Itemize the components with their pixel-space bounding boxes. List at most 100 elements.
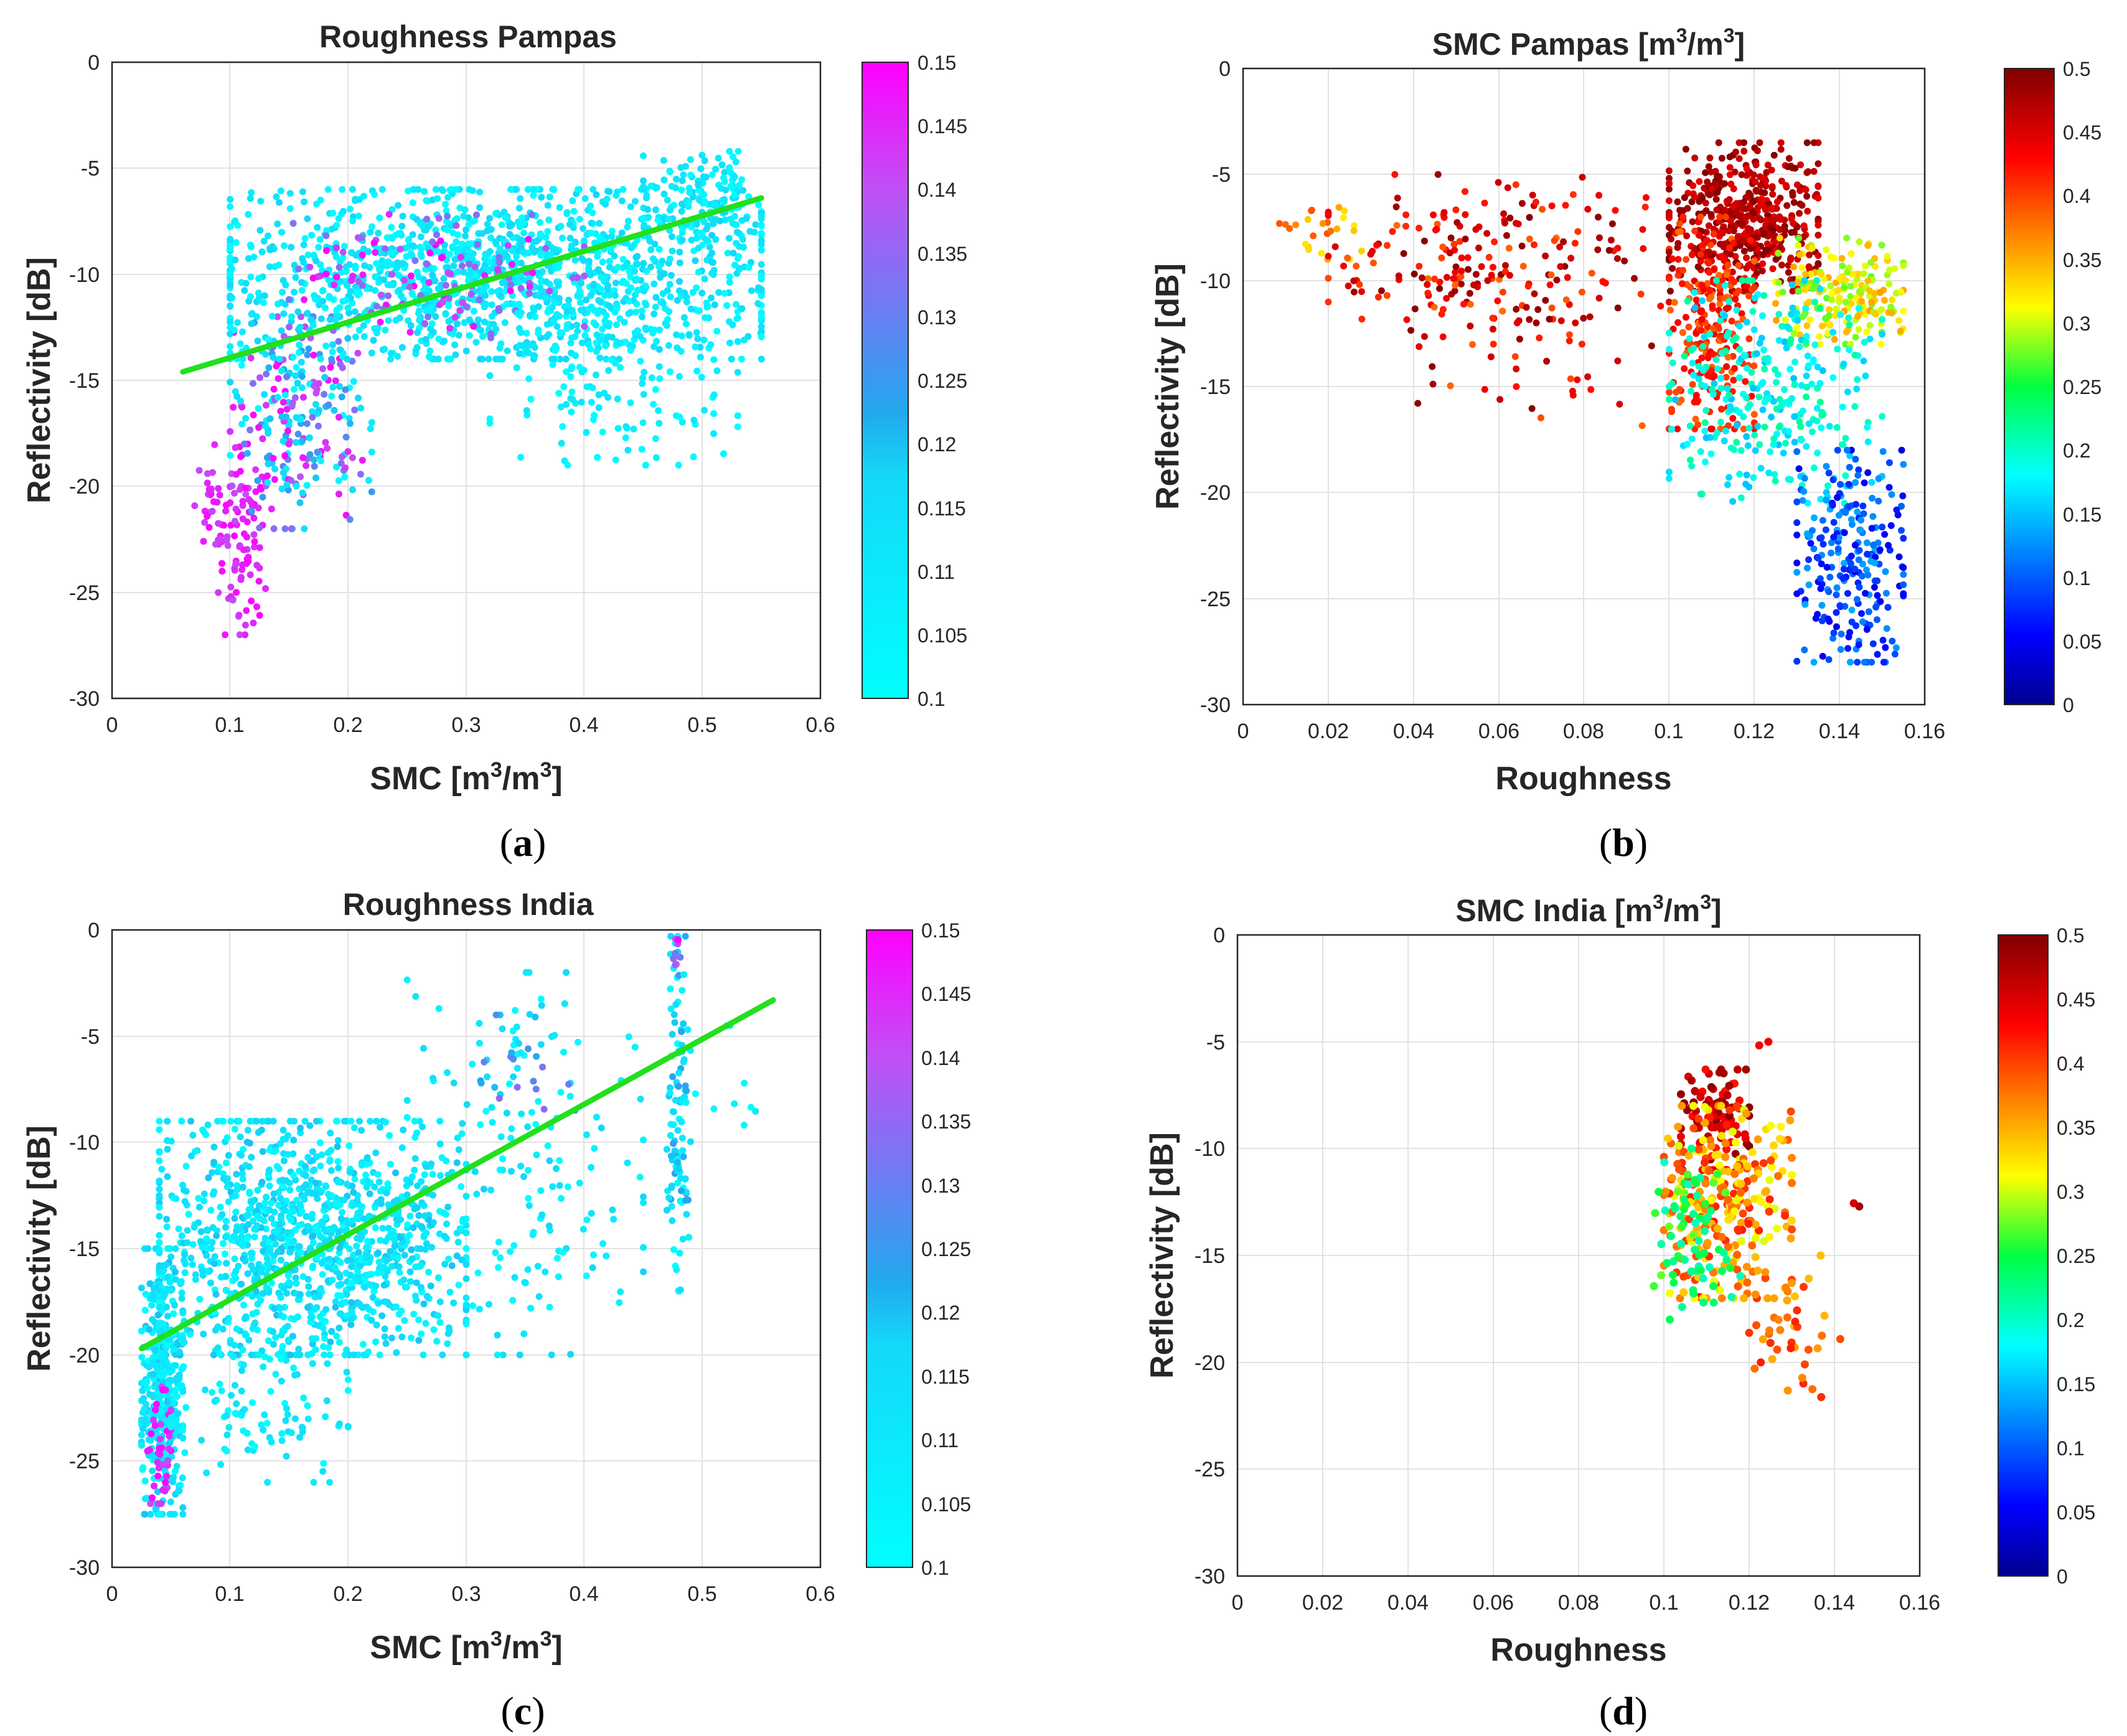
data-point xyxy=(237,340,244,347)
data-point xyxy=(627,399,634,406)
data-point xyxy=(1806,251,1813,258)
data-point xyxy=(1837,481,1844,488)
data-point xyxy=(1891,650,1899,658)
data-point xyxy=(449,245,456,252)
data-point xyxy=(494,288,501,295)
data-point xyxy=(1750,411,1758,418)
data-point xyxy=(1358,247,1365,255)
data-point xyxy=(312,390,320,396)
data-point xyxy=(455,1146,462,1153)
data-point xyxy=(261,292,268,299)
data-point xyxy=(678,418,686,426)
data-point xyxy=(1785,269,1792,276)
data-point xyxy=(1758,267,1766,274)
data-point xyxy=(1854,376,1861,383)
data-point xyxy=(242,415,250,422)
data-point xyxy=(458,240,466,248)
data-point xyxy=(204,479,211,487)
data-point xyxy=(1789,304,1796,312)
data-point xyxy=(275,300,281,307)
data-point xyxy=(1698,490,1706,498)
data-point xyxy=(1504,184,1511,192)
data-point xyxy=(1726,249,1733,256)
data-point xyxy=(225,1152,232,1159)
data-point xyxy=(359,251,366,259)
data-point xyxy=(155,1511,162,1518)
data-point xyxy=(758,222,765,230)
data-point xyxy=(231,1255,238,1262)
data-point xyxy=(406,329,414,336)
data-point xyxy=(304,351,311,359)
data-point xyxy=(344,448,352,455)
data-point xyxy=(1900,564,1907,571)
data-point xyxy=(1732,148,1739,156)
data-point xyxy=(409,242,416,250)
data-point xyxy=(418,253,425,260)
data-point xyxy=(291,288,298,296)
colorbar-tick-label: 0.25 xyxy=(2063,376,2101,398)
data-point xyxy=(446,251,453,258)
data-point xyxy=(1501,219,1508,227)
data-point xyxy=(1745,293,1752,300)
data-point xyxy=(716,217,724,225)
data-point xyxy=(1551,237,1558,245)
data-point xyxy=(542,294,549,302)
data-point xyxy=(156,1303,163,1311)
data-point xyxy=(231,517,238,525)
data-point xyxy=(176,1487,183,1494)
data-point xyxy=(745,264,753,271)
data-point xyxy=(1706,269,1713,276)
data-point xyxy=(1869,494,1876,502)
data-point xyxy=(1864,438,1872,446)
data-point xyxy=(314,448,321,456)
data-point xyxy=(335,413,342,421)
data-point xyxy=(260,1217,268,1224)
data-point xyxy=(670,202,678,209)
data-point xyxy=(352,197,359,204)
data-point xyxy=(289,399,296,406)
data-point xyxy=(619,185,627,193)
data-point xyxy=(1351,222,1358,230)
data-point xyxy=(301,1117,309,1125)
data-point xyxy=(219,1240,227,1247)
data-point xyxy=(1714,365,1721,372)
data-point xyxy=(1674,256,1682,263)
data-point xyxy=(141,1511,149,1518)
data-point xyxy=(693,329,700,336)
data-point xyxy=(630,425,637,433)
data-point xyxy=(156,1363,163,1370)
data-point xyxy=(1791,380,1798,388)
data-point xyxy=(593,371,599,378)
data-point xyxy=(603,312,610,319)
data-point xyxy=(1750,198,1757,205)
data-point xyxy=(151,1482,157,1490)
data-point xyxy=(1765,395,1772,402)
data-point xyxy=(232,505,240,513)
data-point xyxy=(1578,288,1585,296)
data-point xyxy=(588,219,595,227)
data-point xyxy=(148,1430,155,1437)
data-point xyxy=(599,258,606,266)
data-point xyxy=(426,347,434,355)
data-point xyxy=(1868,525,1876,532)
colorbar-tick-label: 0.15 xyxy=(918,52,956,74)
data-point xyxy=(1838,255,1846,262)
data-point xyxy=(517,221,525,228)
data-point xyxy=(605,367,613,374)
data-point xyxy=(1750,257,1758,265)
data-point xyxy=(396,286,403,294)
data-point xyxy=(653,184,660,191)
data-point xyxy=(1400,250,1407,257)
data-point xyxy=(1750,474,1757,481)
data-point xyxy=(1783,202,1791,209)
data-point xyxy=(1875,497,1882,505)
data-point xyxy=(1758,334,1765,342)
data-point xyxy=(260,299,267,306)
data-point xyxy=(758,261,765,268)
data-point xyxy=(1374,293,1382,301)
data-point xyxy=(530,307,538,314)
data-point xyxy=(154,1311,162,1319)
data-point xyxy=(1505,245,1513,252)
data-point xyxy=(1333,225,1341,233)
data-point xyxy=(279,469,287,477)
